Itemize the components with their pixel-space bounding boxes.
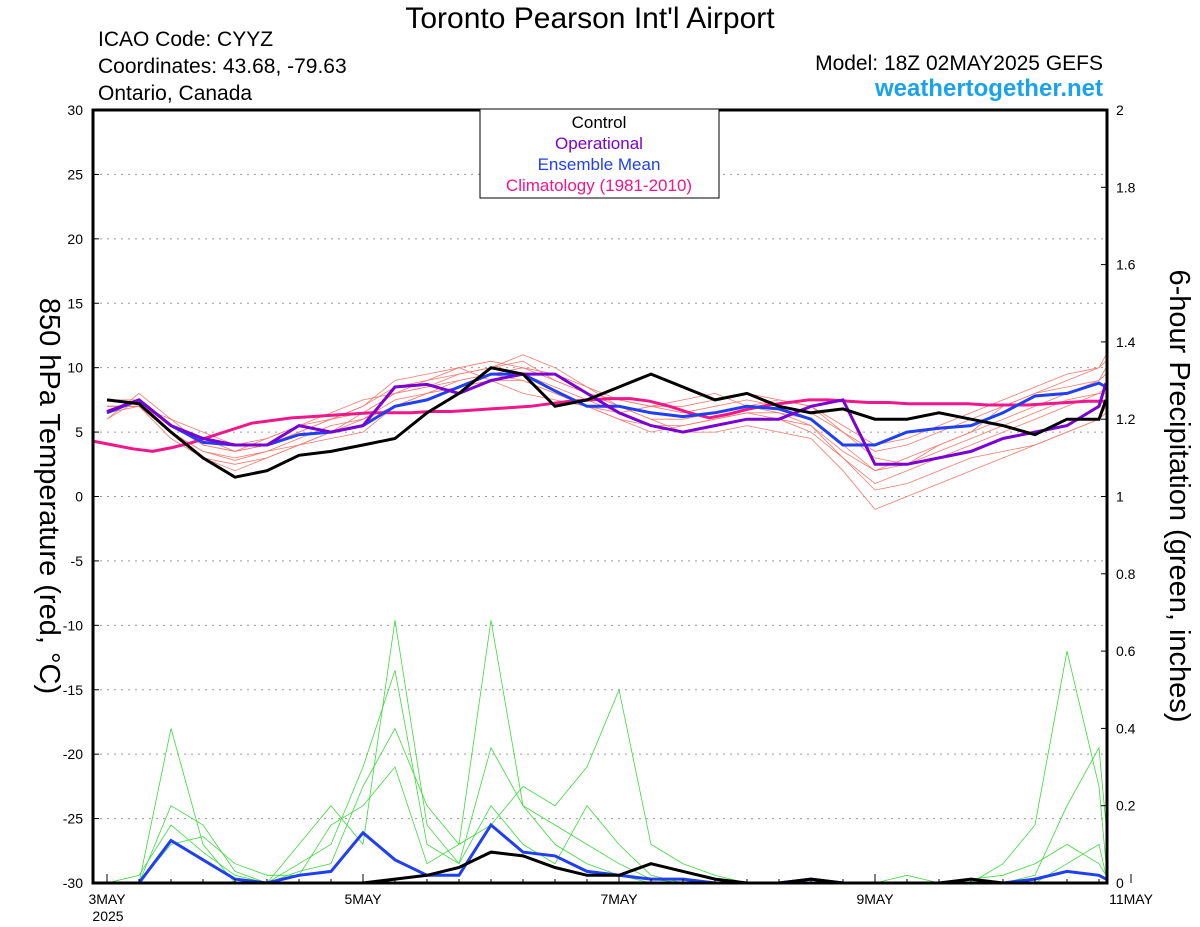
y-tick-label: -15 <box>63 682 83 698</box>
y2-axis-label: 6-hour Precipitation (green, inches) <box>1163 270 1195 723</box>
y-tick-label: 30 <box>67 102 83 118</box>
y-tick-label: 5 <box>75 424 83 440</box>
climatology-line <box>92 397 1107 453</box>
y-tick-label: 0 <box>75 489 83 505</box>
legend-climatology: Climatology (1981-2010) <box>506 176 692 195</box>
y2-tick-label: 0.2 <box>1116 798 1136 814</box>
y-tick-label: -25 <box>63 811 83 827</box>
chart-title: Toronto Pearson Int'l Airport <box>405 2 775 35</box>
y2-tick-label: 1 <box>1116 489 1124 505</box>
y-tick-label: 25 <box>67 166 83 182</box>
temperature-member-line <box>106 360 1107 465</box>
temp-ensemble-mean-line <box>106 372 1107 447</box>
precip-member-line <box>106 620 1107 884</box>
temp-control-line <box>106 366 1108 479</box>
legend-ensemble-mean: Ensemble Mean <box>538 155 661 174</box>
precip-member-line <box>107 670 1107 884</box>
precip-member-line <box>107 620 1107 884</box>
coordinates: Coordinates: 43.68, -79.63 <box>98 55 347 78</box>
y-tick-label: 15 <box>67 295 83 311</box>
y-tick-label: -20 <box>63 746 83 762</box>
temp-operational-line <box>106 372 1108 466</box>
right-axis-ticks: 2 1.8 1.6 1.4 1.2 1 0.8 0.6 0.4 0.2 0 <box>1101 102 1136 891</box>
legend-operational: Operational <box>555 134 643 153</box>
precip-member-line <box>107 688 1107 884</box>
station-info: ICAO Code: CYYZ Coordinates: 43.68, -79.… <box>98 26 347 107</box>
ensemble-members <box>106 354 1107 884</box>
y2-tick-label: 0.8 <box>1116 566 1136 582</box>
site-link[interactable]: weathertogether.net <box>874 75 1103 102</box>
x-tick-label: 7MAY <box>600 891 638 907</box>
y-tick-label: -30 <box>63 875 83 891</box>
legend-control: Control <box>572 113 627 132</box>
x-tick-label: 5MAY <box>344 891 382 907</box>
temperature-member-line <box>107 380 1107 472</box>
y2-tick-label: 2 <box>1116 102 1124 118</box>
y2-tick-label: 0.6 <box>1116 643 1136 659</box>
x-tick-label: 3MAY <box>88 891 126 907</box>
y2-tick-label: 0.4 <box>1116 720 1136 736</box>
y2-tick-label: 0 <box>1116 875 1124 891</box>
y-tick-label: 10 <box>67 360 83 376</box>
y-tick-label: 20 <box>67 231 83 247</box>
y2-tick-label: 1.2 <box>1116 411 1136 427</box>
y2-tick-label: 1.6 <box>1116 257 1136 273</box>
region: Ontario, Canada <box>98 82 253 105</box>
x-tick-label: 11MAY <box>1109 891 1153 907</box>
y2-tick-label: 1.4 <box>1116 334 1136 350</box>
left-axis-ticks: 30 25 20 15 10 5 0 -5 -10 -15 -20 -25 -30 <box>63 102 99 891</box>
x-axis-ticks: 3MAY5MAY7MAY9MAY11MAY13MAY15MAY17MAY2025 <box>88 874 1154 924</box>
precip-control-line <box>107 850 1106 885</box>
x-tick-label: 9MAY <box>856 891 894 907</box>
y2-tick-label: 1.8 <box>1116 179 1136 195</box>
y-axis-label: 850 hPa Temperature (red, °C) <box>33 298 65 694</box>
x-year-label: 2025 <box>92 908 123 924</box>
y-tick-label: -5 <box>71 553 84 569</box>
gridlines <box>93 173 1107 820</box>
legend: Control Operational Ensemble Mean Climat… <box>479 108 720 199</box>
model-run: Model: 18Z 02MAY2025 GEFS <box>815 52 1103 75</box>
y-tick-label: -10 <box>63 617 83 633</box>
temperature-member-line <box>107 373 1107 510</box>
legend-box <box>479 108 720 199</box>
icao-code: ICAO Code: CYYZ <box>98 28 274 51</box>
